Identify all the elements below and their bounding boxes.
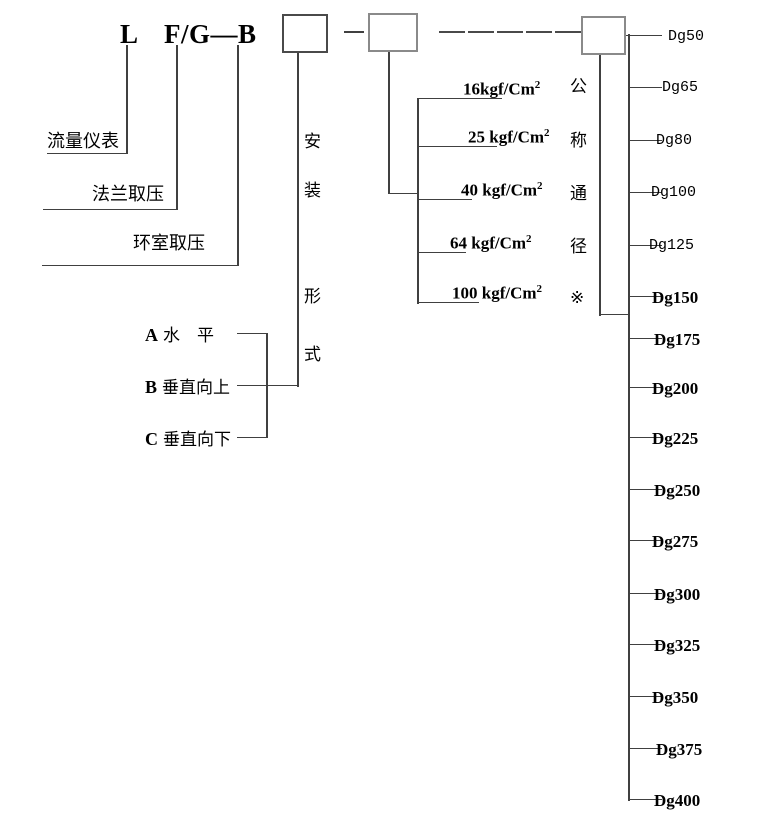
- underline-pressure-25: [417, 146, 497, 147]
- connector-dash-box2-box3: [439, 31, 581, 33]
- install-option-a-label: 水 平: [163, 326, 214, 345]
- diameter-label-dg275: Dg275: [652, 532, 699, 551]
- code-box-install-form: [282, 14, 328, 53]
- nominal-char-3: 通: [570, 184, 587, 203]
- diameter-label-dg175: Dg175: [654, 330, 701, 349]
- install-form-char-4: 式: [304, 345, 321, 364]
- pressure-25-text: 25 kgf/Cm: [468, 127, 545, 147]
- tick-dg250: [628, 489, 662, 490]
- nominal-char-4: 径: [570, 237, 587, 256]
- diameter-label-dg200: Dg200: [652, 379, 699, 398]
- label-flange-tap: 法兰取压: [92, 184, 164, 204]
- leader-line-pressure: [388, 52, 390, 194]
- pressure-64-sup: 2: [526, 233, 532, 245]
- diameter-label-dg300: Dg300: [654, 585, 701, 604]
- underline-pressure-16: [417, 98, 502, 99]
- diameter-elbow-line: [599, 314, 630, 315]
- connector-dash-box1-box2: [344, 31, 364, 33]
- diameter-label-dg80: Dg80: [656, 132, 693, 149]
- tick-dg200: [628, 387, 662, 388]
- tick-dg300: [628, 593, 662, 594]
- diameter-label-dg250: Dg250: [654, 481, 701, 500]
- diameter-label-dg50: Dg50: [668, 28, 705, 45]
- nominal-char-5: ※: [570, 288, 585, 307]
- nominal-char-2: 称: [570, 131, 587, 150]
- code-box-diameter: [581, 16, 626, 55]
- diameter-label-dg325: Dg325: [654, 636, 701, 655]
- leader-line-install-form: [297, 53, 299, 387]
- pressure-100-sup: 2: [536, 283, 543, 295]
- leader-line-diameter: [599, 55, 601, 316]
- options-connector-line: [266, 333, 268, 438]
- diameter-label-dg225: Dg225: [652, 429, 699, 448]
- pressure-label-64: 64 kgf/Cm2: [450, 234, 532, 252]
- branch-line-option-a: [237, 333, 268, 334]
- underline-pressure-64: [417, 252, 466, 253]
- diameter-label-dg375: Dg375: [656, 740, 703, 759]
- tick-dg275: [628, 540, 662, 541]
- diameter-label-dg65: Dg65: [662, 79, 699, 96]
- tick-dg175: [628, 338, 662, 339]
- pressure-16-sup: 2: [534, 79, 541, 91]
- underline-pressure-40: [417, 199, 472, 200]
- branch-line-option-c: [237, 437, 268, 438]
- underline-flow-meter: [47, 153, 128, 154]
- code-letters-fgb: F/G—B: [164, 19, 257, 49]
- tick-dg80: [628, 140, 662, 141]
- diameter-label-dg150: Dg150: [652, 288, 699, 307]
- tick-dg375: [628, 748, 662, 749]
- pressure-label-100: 100 kgf/Cm2: [452, 284, 542, 302]
- install-option-c-key: C: [145, 429, 158, 449]
- code-box-pressure: [368, 13, 418, 52]
- tick-dg65: [628, 87, 662, 88]
- underline-ring-tap: [42, 265, 239, 266]
- label-flow-meter: 流量仪表: [47, 131, 119, 151]
- pressure-25-sup: 2: [544, 127, 550, 139]
- pressure-label-16: 16kgf/Cm2: [463, 80, 540, 98]
- install-option-c-label: 垂直向下: [163, 430, 231, 449]
- install-option-b: B 垂直向上: [145, 378, 230, 396]
- diameter-label-dg350: Dg350: [652, 688, 699, 707]
- install-form-char-2: 装: [304, 181, 321, 200]
- pressure-40-text: 40 kgf/Cm: [461, 180, 538, 200]
- code-letter-l: L: [120, 19, 139, 49]
- diameter-label-dg100: Dg100: [651, 184, 697, 201]
- install-option-b-label: 垂直向上: [162, 378, 231, 397]
- underline-flange-tap: [43, 209, 178, 210]
- install-option-a-key: A: [145, 325, 158, 345]
- diameter-label-dg125: Dg125: [649, 237, 695, 254]
- tick-dg225: [628, 437, 662, 438]
- tick-dg50: [626, 35, 662, 36]
- diameter-scale-line: [628, 34, 630, 801]
- pressure-label-40: 40 kgf/Cm2: [461, 181, 543, 199]
- diameter-label-dg400: Dg400: [654, 791, 701, 810]
- install-form-char-1: 安: [304, 132, 321, 151]
- label-ring-tap: 环室取压: [133, 233, 205, 253]
- pressure-connector-line: [417, 98, 419, 304]
- pressure-elbow-line: [388, 193, 419, 194]
- pressure-16-text: 16kgf/Cm: [463, 79, 535, 99]
- install-form-char-3: 形: [304, 287, 321, 306]
- tick-dg350: [628, 696, 662, 697]
- leader-line-fg: [176, 45, 178, 210]
- tick-dg100: [628, 192, 662, 193]
- install-option-c: C 垂直向下: [145, 430, 231, 448]
- pressure-100-text: 100 kgf/Cm: [452, 283, 537, 303]
- tick-dg325: [628, 644, 662, 645]
- pressure-40-sup: 2: [537, 180, 543, 192]
- install-option-b-key: B: [145, 377, 158, 397]
- underline-pressure-100: [417, 302, 479, 303]
- leader-line-b: [237, 45, 239, 266]
- leader-line-l: [126, 45, 128, 154]
- pressure-64-text: 64 kgf/Cm: [450, 233, 527, 253]
- tick-dg150: [628, 296, 662, 297]
- nominal-char-1: 公: [570, 77, 587, 96]
- tick-dg125: [628, 245, 662, 246]
- tick-dg400: [628, 799, 662, 800]
- pressure-label-25: 25 kgf/Cm2: [468, 128, 550, 146]
